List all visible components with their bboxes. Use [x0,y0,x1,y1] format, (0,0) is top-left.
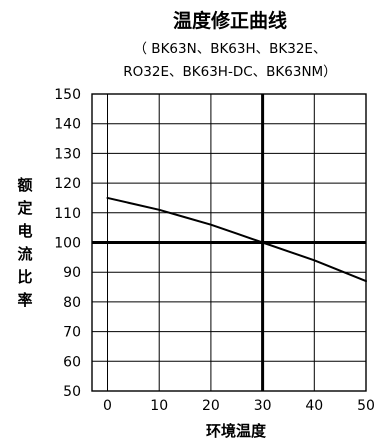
reference-lines [92,94,366,391]
y-axis-label: 额定电流比率 [17,176,32,309]
y-tick-label: 150 [54,87,81,103]
x-tick-label: 0 [103,398,112,414]
y-tick-label: 120 [54,176,81,192]
x-tick-label: 10 [150,398,168,414]
x-tick-label: 50 [357,398,375,414]
y-tick-label: 50 [63,384,81,400]
series-layer [106,196,367,283]
series-line-1 [106,196,367,283]
chart-titles: 温度修正曲线 （ BK63N、BK63H、BK32E、 RO32E、BK63H-… [123,9,336,80]
y-tick-label: 60 [63,354,81,370]
x-tick-label: 40 [305,398,323,414]
y-tick-label: 80 [63,295,81,311]
chart-title: 温度修正曲线 [173,9,287,32]
x-tick-label: 30 [254,398,272,414]
y-tick-label: 90 [63,265,81,281]
axis-labels: 环境温度 额定电流比率 [17,176,267,440]
y-tick-label: 70 [63,325,81,341]
y-tick-label: 110 [54,206,81,222]
y-tick-label: 100 [54,236,81,252]
y-tick-label: 130 [54,146,81,162]
chart-subtitle-line-1: （ BK63N、BK63H、BK32E、 [134,41,327,57]
chart-subtitle-line-2: RO32E、BK63H-DC、BK63NM） [123,64,336,80]
y-tick-label: 140 [54,117,81,133]
x-axis-label: 环境温度 [206,422,267,440]
x-tick-label: 20 [202,398,220,414]
tick-labels: 50 60 70 80 90 100 110 120 130 140 150 0 10 20 30 40 50 [54,87,375,414]
